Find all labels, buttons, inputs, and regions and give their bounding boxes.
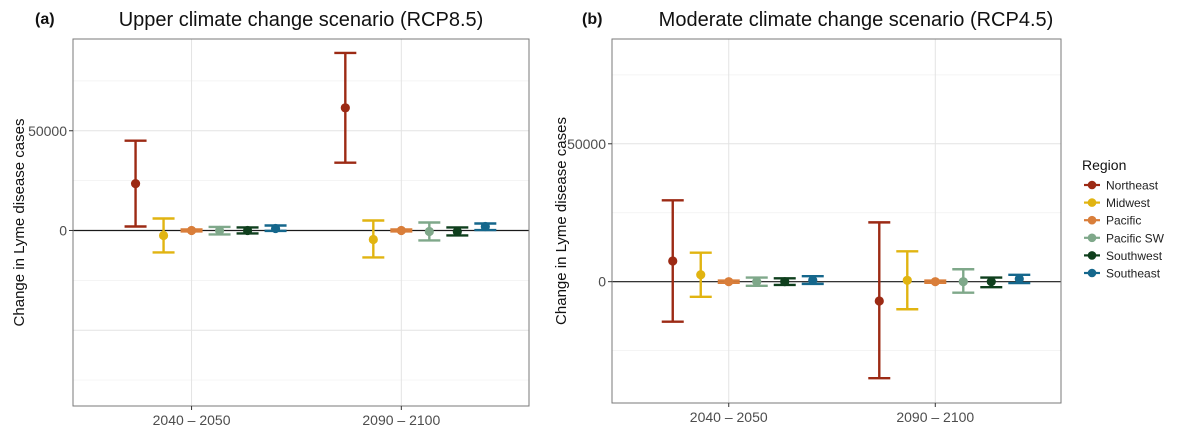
plot-border [72, 38, 530, 407]
data-point-southeast [1014, 274, 1024, 284]
data-point-midwest [902, 275, 912, 285]
data-point-northeast [668, 256, 678, 266]
legend-label: Pacific SW [1106, 231, 1165, 245]
panel-label: (a) [35, 11, 55, 28]
data-point-pacific-sw [958, 277, 968, 287]
legend-item-midwest: Midwest [1084, 196, 1151, 210]
errorbar-pacific-2 [924, 277, 947, 287]
plot-border [611, 38, 1062, 404]
legend-key-point [1087, 233, 1097, 243]
data-point-pacific-sw [752, 277, 762, 287]
data-point-midwest [158, 230, 169, 241]
legend-key-point [1087, 198, 1097, 207]
data-point-pacific [930, 277, 940, 287]
errorbar-midwest-1 [689, 251, 712, 299]
data-point-midwest [696, 270, 706, 280]
data-point-southeast [270, 223, 281, 234]
errorbar-southwest-2 [446, 226, 469, 237]
errorbar-southwest-1 [773, 277, 796, 287]
panel-label: (b) [582, 11, 602, 28]
errorbar-midwest-2 [896, 250, 919, 311]
errorbar-midwest-1 [152, 217, 175, 254]
data-point-southeast [808, 275, 818, 285]
errorbar-pacific-sw-2 [418, 221, 441, 242]
data-point-northeast [130, 179, 141, 189]
data-point-pacific [724, 277, 734, 287]
y-axis-title: Change in Lyme disease cases [11, 119, 28, 327]
x-tick-label: 2040 – 2050 [690, 409, 768, 425]
errorbar-southeast-2 [474, 221, 497, 232]
data-point-northeast [340, 103, 350, 113]
errorbar-southeast-2 [1008, 273, 1031, 285]
chart-title: Moderate climate change scenario (RCP4.5… [659, 9, 1054, 31]
legend-label: Southwest [1106, 249, 1163, 263]
errorbar-midwest-2 [362, 219, 385, 259]
errorbar-northeast-1 [661, 199, 684, 323]
errorbar-pacific-1 [180, 225, 203, 236]
legend-item-pacific-sw: Pacific SW [1084, 231, 1165, 245]
errorbar-southeast-1 [801, 274, 824, 286]
plot-background [73, 39, 529, 406]
y-tick-label: 50000 [28, 123, 67, 139]
errorbar-southeast-1 [264, 223, 287, 234]
data-point-southeast [480, 221, 490, 232]
x-tick-label: 2040 – 2050 [153, 412, 231, 428]
data-point-northeast [874, 296, 884, 306]
errorbar-pacific-sw-1 [745, 276, 768, 288]
data-point-southwest [452, 226, 462, 237]
errorbar-pacific-2 [390, 225, 413, 236]
legend: Region Northeast Midwest Pacific Pacific SW S… [1082, 157, 1165, 281]
data-point-southwest [986, 277, 996, 287]
errorbar-northeast-1 [124, 139, 147, 228]
legend-label: Midwest [1106, 196, 1151, 210]
data-point-southwest [780, 277, 790, 287]
x-tick-label: 2090 – 2100 [896, 409, 974, 425]
data-point-pacific [186, 225, 197, 236]
panel-a: 0 50000 2040 – 2050 2090 – 2100 Change in Ly… [11, 9, 530, 428]
legend-key-point [1087, 251, 1097, 260]
errorbar-southwest-1 [236, 225, 259, 236]
data-point-southwest [242, 225, 253, 236]
errorbar-pacific-sw-1 [208, 225, 231, 236]
data-point-pacific [396, 225, 406, 236]
legend-key-point [1087, 215, 1097, 225]
legend-label: Northeast [1106, 179, 1159, 193]
data-point-pacific-sw [214, 225, 225, 236]
x-tick-label: 2090 – 2100 [362, 412, 440, 428]
data-point-pacific-sw [424, 226, 434, 237]
y-tick-label: 0 [598, 274, 606, 290]
errorbar-pacific-1 [717, 277, 740, 287]
legend-item-pacific: Pacific [1084, 214, 1141, 228]
errorbar-southwest-2 [980, 276, 1003, 289]
legend-key-point [1087, 268, 1097, 278]
y-tick-label: 50000 [567, 136, 606, 152]
errorbar-pacific-sw-2 [952, 268, 975, 294]
errorbar-northeast-2 [334, 51, 357, 164]
legend-item-northeast: Northeast [1084, 179, 1159, 193]
legend-item-southwest: Southwest [1084, 249, 1163, 263]
plot-background [612, 39, 1061, 403]
errorbar-northeast-2 [868, 221, 891, 380]
legend-item-southeast: Southeast [1084, 267, 1161, 281]
legend-title: Region [1082, 157, 1126, 173]
y-tick-label: 0 [59, 222, 67, 238]
chart-title: Upper climate change scenario (RCP8.5) [119, 9, 484, 31]
data-point-midwest [368, 234, 378, 245]
panel-b: 0 50000 2040 – 2050 2090 – 2100 Change in Ly… [553, 9, 1062, 425]
legend-label: Pacific [1106, 214, 1141, 228]
y-axis-title: Change in Lyme disease cases [553, 117, 570, 325]
legend-label: Southeast [1106, 267, 1161, 281]
legend-key-point [1087, 180, 1097, 190]
